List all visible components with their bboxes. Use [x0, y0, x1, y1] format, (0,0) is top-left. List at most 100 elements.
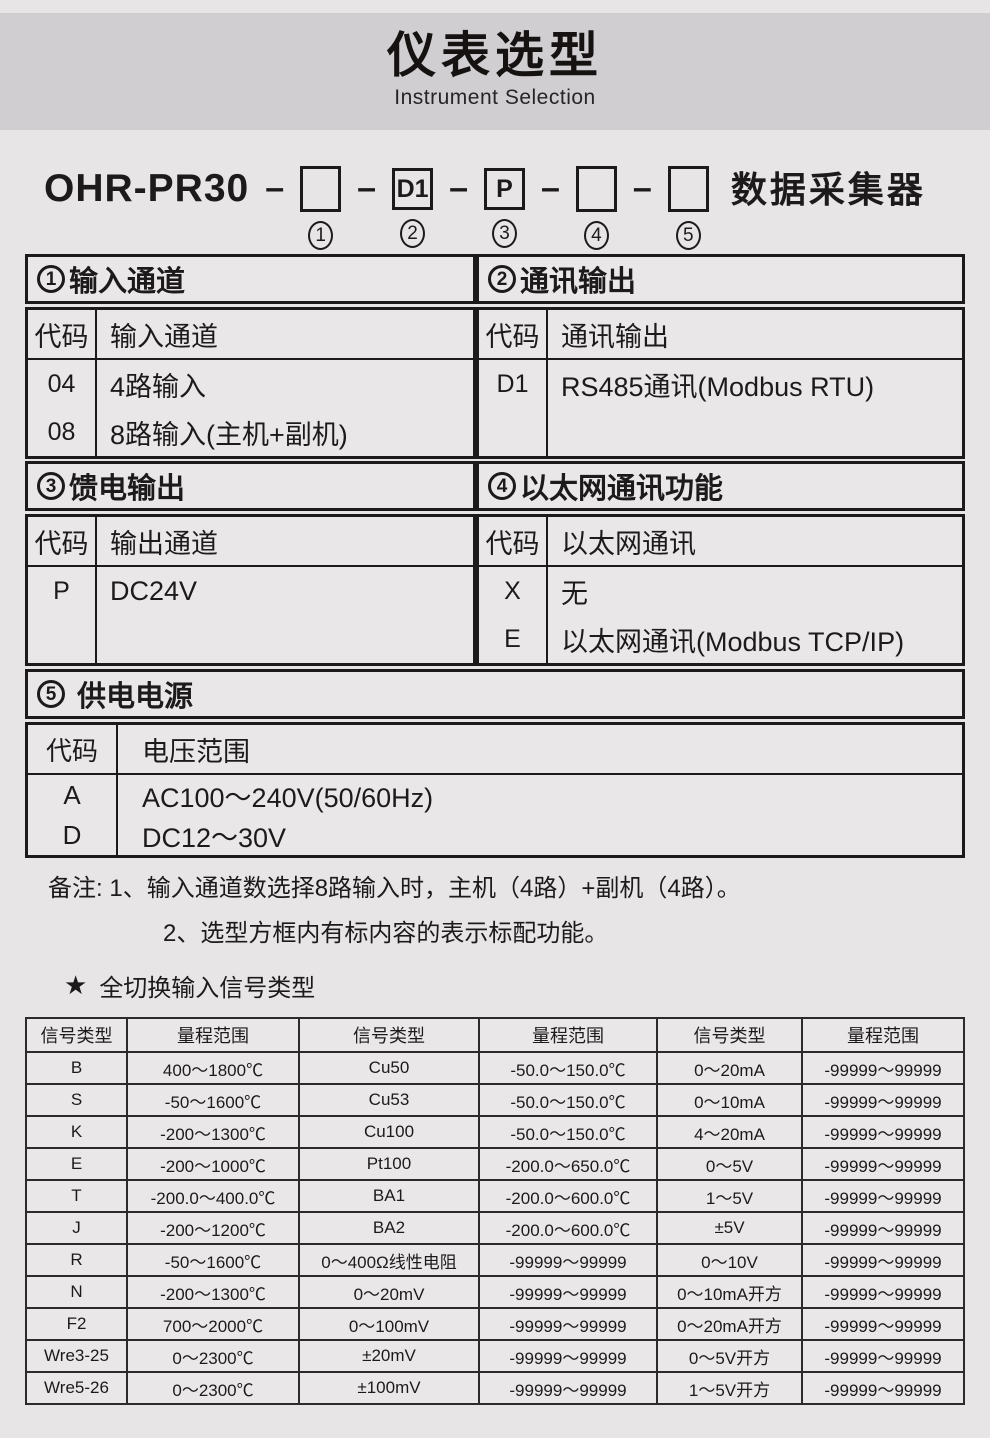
signal-type-cell: 1～5V开方: [658, 1373, 803, 1403]
signal-range-cell: -99999～99999: [824, 1380, 942, 1400]
desc-cell: AC100～240V(50/60Hz): [142, 782, 434, 813]
code-cell: X: [479, 567, 548, 615]
signal-range-cell: -99999～99999: [824, 1220, 942, 1240]
signal-type-cell: Wre3-25: [27, 1341, 128, 1371]
signal-type-cell: 0～100mV: [300, 1309, 480, 1339]
signal-table-header-row: 信号类型 量程范围 信号类型 量程范围 信号类型 量程范围: [27, 1019, 963, 1051]
signal-range-cell: -99999～99999: [824, 1284, 942, 1304]
circled-number-icon: 5: [37, 680, 65, 708]
notes-label: 备注:: [48, 875, 103, 902]
signal-type-cell: 0～20mV: [300, 1277, 480, 1307]
table-row: D DC12～30V: [28, 815, 962, 855]
column-header-row: 代码 输入通道: [28, 310, 473, 360]
code-cell: P: [28, 567, 97, 615]
table-row: 08 8路输入(主机+副机): [28, 408, 473, 456]
dash-4: –: [540, 169, 560, 207]
code-cell: 04: [28, 360, 97, 408]
table-row: D1 RS485通讯(Modbus RTU): [479, 360, 962, 408]
signal-range-cell: -50～1600℃: [128, 1085, 300, 1115]
signal-type-cell: BA1: [300, 1181, 480, 1211]
signal-range-cell: -50.0～150.0℃: [480, 1053, 658, 1083]
table-row: 04 4路输入: [28, 360, 473, 408]
code-cell: 08: [28, 408, 97, 456]
section-body-1: 代码 输入通道 04 4路输入 08 8路输入(主机+副机): [25, 307, 476, 459]
signal-type-cell: BA2: [300, 1213, 480, 1243]
signal-section-title: 全切换输入信号类型: [99, 975, 316, 1002]
signal-type-cell: 0～5V开方: [658, 1341, 803, 1371]
circled-number-icon: 3: [37, 472, 65, 500]
section-body-2: 代码 通讯输出 D1 RS485通讯(Modbus RTU): [476, 307, 965, 459]
signal-type-cell: ±5V: [658, 1213, 803, 1243]
section-body-3: 代码 输出通道 P DC24V: [25, 514, 476, 666]
model-code-line: OHR-PR30 – 1 – D1 2 – P 3 – 4 – 5 数据采集器: [44, 166, 990, 250]
signal-type-cell: 0～5V: [658, 1149, 803, 1179]
signal-table-row: K -200～1300℃ Cu100 -50.0～150.0℃ 4～20mA -99999…: [27, 1115, 963, 1147]
signal-range-cell: -50.0～150.0℃: [480, 1085, 658, 1115]
desc-cell: 以太网通讯(Modbus TCP/IP): [561, 626, 905, 657]
desc-cell: DC12～30V: [142, 822, 287, 853]
selection-table-input-channels: 1 输入通道 代码 输入通道 04 4路输入 08 8路输入(主机+副机): [25, 254, 476, 459]
signal-type-cell: 0～10mA开方: [658, 1277, 803, 1307]
signal-type-cell: ±20mV: [300, 1341, 480, 1371]
desc-header: 以太网通讯: [561, 528, 696, 559]
section-title: 供电电源: [77, 681, 194, 713]
empty-row: [28, 615, 473, 663]
signal-range-cell: -99999～99999: [824, 1188, 942, 1208]
signal-range-cell: -200～1300℃: [128, 1277, 300, 1307]
signal-range-cell: -99999～99999: [824, 1316, 942, 1336]
signal-type-cell: Cu50: [300, 1053, 480, 1083]
signal-type-header: 信号类型: [658, 1019, 803, 1051]
model-suffix: 数据采集器: [730, 169, 926, 210]
table-row: X 无: [479, 567, 962, 615]
signal-type-cell: 4～20mA: [658, 1117, 803, 1147]
signal-range-cell: -200～1200℃: [128, 1213, 300, 1243]
section-header-3: 3 馈电输出: [25, 461, 476, 511]
signal-range-cell: -50～1600℃: [128, 1245, 300, 1275]
selection-row-2: 3 馈电输出 代码 输出通道 P DC24V: [25, 461, 965, 666]
signal-range-cell: -200.0～600.0℃: [480, 1213, 658, 1243]
page-subtitle: Instrument Selection: [394, 86, 596, 109]
banner: 仪表选型 Instrument Selection: [0, 13, 990, 130]
notes: 备注: 1、输入通道数选择8路输入时，主机（4路）+副机（4路）。 2、选型方框…: [48, 874, 990, 949]
signal-range-cell: 0～2300℃: [128, 1373, 300, 1403]
model-box-group-1: 1: [300, 166, 342, 250]
note-item-2: 2、选型方框内有标内容的表示标配功能。: [163, 920, 609, 947]
code-header: 代码: [479, 310, 548, 358]
model-box-2: D1: [392, 168, 434, 210]
section-header-4: 4 以太网通讯功能: [476, 461, 965, 511]
section-title: 馈电输出: [69, 473, 186, 505]
code-cell-empty: [479, 408, 548, 456]
signal-table-row: J -200～1200℃ BA2 -200.0～600.0℃ ±5V -99999～999…: [27, 1211, 963, 1243]
signal-type-cell: B: [27, 1053, 128, 1083]
signal-range-cell: -99999～99999: [480, 1245, 658, 1275]
page-title: 仪表选型: [386, 29, 603, 83]
column-header-row: 代码 电压范围: [28, 725, 962, 775]
code-header: 代码: [28, 517, 97, 565]
signal-type-cell: J: [27, 1213, 128, 1243]
signal-type-cell: 0～10mA: [658, 1085, 803, 1115]
signal-table-row: Wre3-25 0～2300℃ ±20mV -99999～99999 0～5V开方 -99…: [27, 1339, 963, 1371]
signal-type-cell: Wre5-26: [27, 1373, 128, 1403]
signal-table-row: Wre5-26 0～2300℃ ±100mV -99999～99999 1～5V开方 -9…: [27, 1371, 963, 1403]
model-box-1: [300, 166, 342, 212]
selection-table-comm-output: 2 通讯输出 代码 通讯输出 D1 RS485通讯(Modbus RTU): [476, 254, 965, 459]
table-row: P DC24V: [28, 567, 473, 615]
signal-range-cell: 0～2300℃: [128, 1341, 300, 1371]
code-cell: D: [28, 815, 118, 855]
signal-table-row: F2 700～2000℃ 0～100mV -99999～99999 0～20mA开方 -9…: [27, 1307, 963, 1339]
signal-type-cell: Cu100: [300, 1117, 480, 1147]
section-title: 输入通道: [69, 266, 186, 298]
model-prefix: OHR-PR30: [44, 167, 250, 210]
column-header-row: 代码 通讯输出: [479, 310, 962, 360]
desc-cell-empty: [548, 408, 962, 456]
note-item-1: 1、输入通道数选择8路输入时，主机（4路）+副机（4路）。: [109, 875, 741, 902]
signal-range-cell: -200.0～650.0℃: [480, 1149, 658, 1179]
signal-table-row: R -50～1600℃ 0～400Ω线性电阻 -99999～99999 0～10V -99…: [27, 1243, 963, 1275]
circled-number-1: 1: [308, 221, 334, 250]
signal-range-cell: -99999～99999: [480, 1309, 658, 1339]
signal-range-cell: 700～2000℃: [128, 1309, 300, 1339]
signal-type-cell: 0～400Ω线性电阻: [300, 1245, 480, 1275]
selection-table-feed-output: 3 馈电输出 代码 输出通道 P DC24V: [25, 461, 476, 666]
desc-cell: 8路输入(主机+副机): [110, 419, 348, 450]
desc-cell-empty: [97, 615, 473, 663]
